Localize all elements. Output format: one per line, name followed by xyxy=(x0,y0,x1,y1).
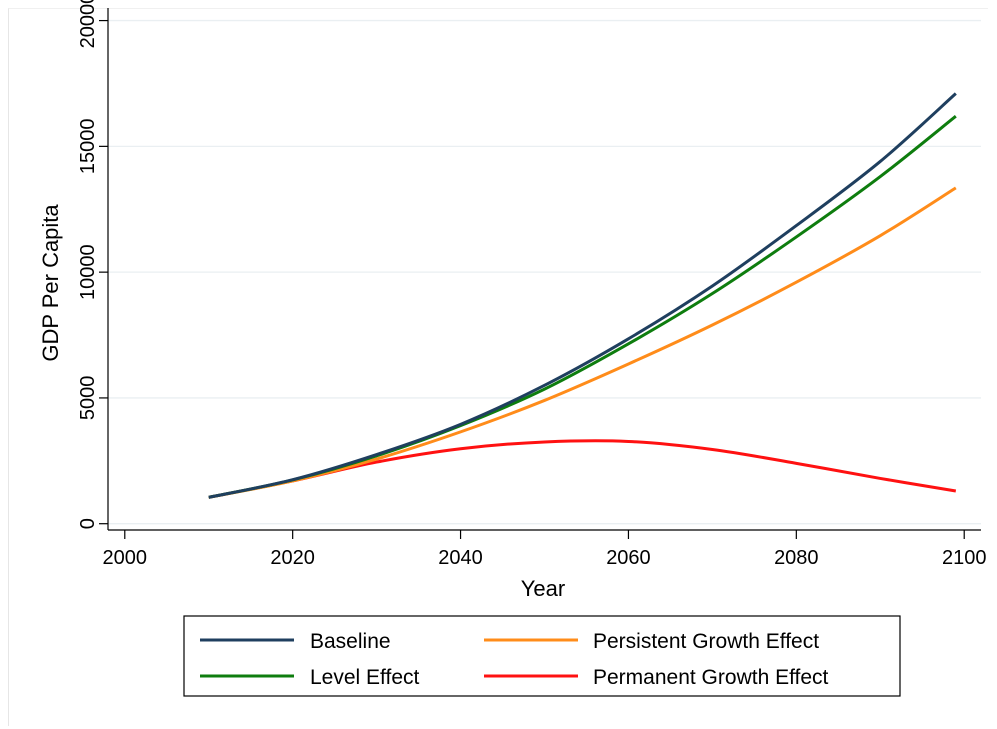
x-axis-title: Year xyxy=(521,576,565,601)
legend-label-persistent-growth-effect: Persistent Growth Effect xyxy=(593,630,819,653)
x-tick-label: 2040 xyxy=(438,547,483,569)
x-tick-label: 2020 xyxy=(270,547,315,569)
gridlines xyxy=(108,19,981,525)
series-line-permanent-growth-effect xyxy=(208,439,957,499)
y-tick-label: 10000 xyxy=(77,244,99,300)
axes: 0 5000 10000 15000 20000 2000 2020 2040 2060 2080… xyxy=(77,0,986,569)
y-tick-label: 5000 xyxy=(77,376,99,421)
y-axis-title: GDP Per Capita xyxy=(38,204,63,362)
x-tick-label: 2060 xyxy=(606,547,651,569)
y-tick-label: 0 xyxy=(77,518,99,529)
legend: Baseline Level Effect Persistent Growth Ef… xyxy=(183,615,901,697)
x-tick-label: 2000 xyxy=(103,547,148,569)
legend-box xyxy=(183,615,901,697)
legend-label-baseline: Baseline xyxy=(310,630,391,653)
y-tick-label: 15000 xyxy=(77,119,99,175)
legend-label-level-effect: Level Effect xyxy=(310,666,420,689)
frame-border xyxy=(8,8,988,726)
y-tick-label: 20000 xyxy=(77,0,99,48)
series-line-persistent-growth-effect xyxy=(208,186,957,499)
x-tick-label: 2100 xyxy=(942,547,987,569)
legend-label-permanent-growth-effect: Permanent Growth Effect xyxy=(593,666,829,689)
x-tick-label: 2080 xyxy=(774,547,819,569)
series-lines xyxy=(208,92,957,499)
series-line-baseline xyxy=(208,92,957,499)
